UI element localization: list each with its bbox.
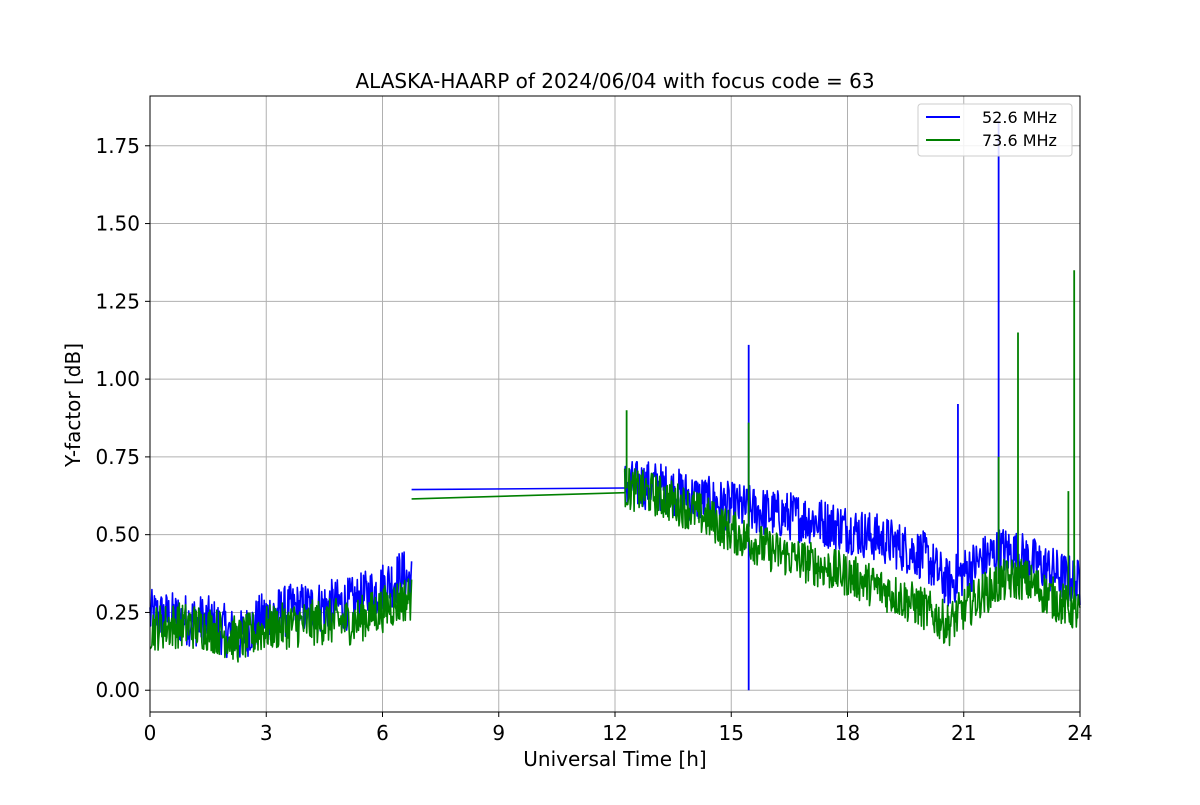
- y-tick-label: 0.75: [95, 445, 140, 469]
- x-axis-label: Universal Time [h]: [523, 747, 706, 771]
- x-tick-label: 9: [492, 721, 505, 745]
- y-tick-label: 0.00: [95, 678, 140, 702]
- y-tick-label: 1.00: [95, 367, 140, 391]
- series-line-73-6-mhz: [149, 578, 413, 663]
- legend: 52.6 MHz 73.6 MHz: [917, 103, 1073, 157]
- y-tick-label: 1.25: [95, 289, 140, 313]
- series-layer: [149, 120, 1081, 691]
- y-tick-label: 0.50: [95, 523, 140, 547]
- y-axis-label: Y-factor [dB]: [61, 343, 85, 468]
- series-line-73-6-mhz: [411, 491, 625, 500]
- y-tick-label: 1.50: [95, 212, 140, 236]
- series-line-73-6-mhz: [623, 467, 1081, 647]
- series-73-6-mhz: [149, 270, 1081, 663]
- legend-label-52-6-mhz: 52.6 MHz: [982, 108, 1057, 127]
- x-tick-label: 12: [602, 721, 627, 745]
- series-line-52-6-mhz: [411, 487, 625, 491]
- y-tick-label: 1.75: [95, 134, 140, 158]
- chart-title: ALASKA-HAARP of 2024/06/04 with focus co…: [355, 69, 874, 93]
- x-tick-label: 24: [1067, 721, 1092, 745]
- x-tick-label: 0: [144, 721, 157, 745]
- x-tick-label: 3: [260, 721, 273, 745]
- x-tick-label: 15: [719, 721, 744, 745]
- x-tick-label: 21: [951, 721, 976, 745]
- y-tick-label: 0.25: [95, 600, 140, 624]
- axis-ticks: 0 3 6 9 12 15 18 21 24 0.00 0.25 0.50 0.75 1.00 1.25 1.…: [95, 134, 1092, 745]
- legend-label-73-6-mhz: 73.6 MHz: [982, 131, 1057, 150]
- x-tick-label: 6: [376, 721, 389, 745]
- x-tick-label: 18: [835, 721, 860, 745]
